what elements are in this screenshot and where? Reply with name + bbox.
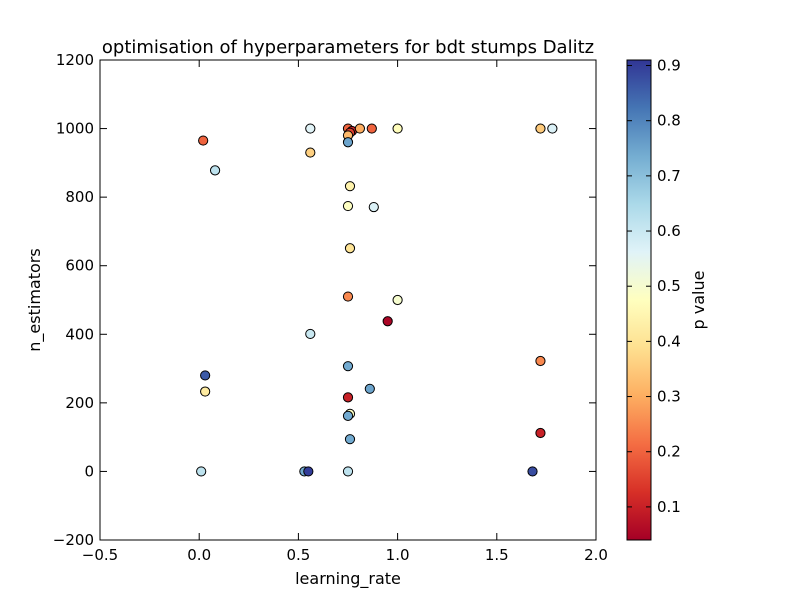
- colorbar-tick-label: 0.2: [657, 443, 681, 461]
- x-axis: −0.5 0.0 0.5 1.0 1.5 2.0: [82, 60, 608, 564]
- data-point-7: [305, 328, 316, 340]
- colorbar-tick-label: 0.9: [657, 57, 681, 75]
- plot-frame: [99, 59, 597, 541]
- data-point-16: [342, 200, 354, 212]
- data-point-26: [366, 123, 377, 134]
- colorbar-label: p value: [689, 271, 708, 330]
- colorbar-tick-label: 0.4: [657, 332, 681, 350]
- x-axis-label: learning_rate: [295, 569, 401, 589]
- data-point-3: [200, 386, 211, 397]
- y-axis: −200 0 200 400 600 800 1000 1200: [53, 51, 596, 549]
- data-point-18: [342, 291, 354, 302]
- data-point-33: [547, 123, 558, 134]
- colorbar-ticks: 0.1 0.2 0.3 0.4 0.5 0.6 0.7 0.8 0.9: [627, 57, 681, 516]
- colorbar-tick-label: 0.8: [657, 112, 681, 130]
- data-point-22: [342, 410, 354, 421]
- data-point-28: [364, 383, 375, 394]
- colorbar-tick-label: 0.7: [657, 167, 681, 185]
- data-point-36: [527, 466, 538, 477]
- y-tick-label: 1200: [56, 51, 94, 69]
- data-point-17: [344, 243, 356, 254]
- data-point-24: [342, 466, 354, 477]
- y-tick-label: 400: [65, 325, 94, 343]
- y-tick-label: −200: [53, 531, 94, 549]
- y-tick-label: 800: [65, 188, 94, 206]
- colorbar-tick-label: 0.3: [657, 388, 681, 406]
- chart-title: optimisation of hyperparameters for bdt …: [102, 37, 594, 58]
- data-point-31: [392, 294, 403, 306]
- data-point-20: [342, 392, 354, 403]
- x-tick-label: 2.0: [584, 546, 608, 564]
- data-point-29: [382, 316, 393, 327]
- data-point-34: [535, 355, 546, 367]
- data-point-2: [200, 370, 211, 381]
- data-point-19: [342, 361, 354, 372]
- data-point-0: [198, 135, 209, 146]
- data-point-35: [535, 427, 546, 439]
- data-point-25: [354, 123, 366, 134]
- x-tick-label: −0.5: [82, 546, 118, 564]
- y-tick-label: 200: [65, 394, 94, 412]
- data-point-27: [368, 201, 379, 213]
- y-tick-label: 0: [84, 462, 94, 480]
- data-point-32: [535, 123, 546, 134]
- y-tick-label: 600: [65, 257, 94, 275]
- y-axis-label: n_estimators: [25, 248, 45, 351]
- x-tick-label: 0.5: [286, 546, 310, 564]
- colorbar-tick-label: 0.1: [657, 498, 681, 516]
- data-point-23: [344, 434, 356, 445]
- data-point-30: [392, 123, 403, 134]
- colorbar-tick-label: 0.5: [657, 277, 681, 295]
- data-point-9: [303, 466, 314, 477]
- data-point-6: [305, 147, 316, 158]
- points-layer: [196, 123, 558, 477]
- x-tick-label: 1.0: [386, 546, 410, 564]
- y-tick-label: 1000: [56, 120, 94, 138]
- data-point-14: [342, 137, 354, 148]
- data-point-5: [305, 123, 316, 134]
- x-tick-label: 1.5: [485, 546, 509, 564]
- data-point-4: [196, 466, 207, 477]
- data-point-15: [344, 181, 356, 192]
- colorbar: [626, 59, 652, 541]
- x-tick-label: 0.0: [187, 546, 211, 564]
- data-point-1: [209, 165, 221, 176]
- colorbar-tick-label: 0.6: [657, 222, 681, 240]
